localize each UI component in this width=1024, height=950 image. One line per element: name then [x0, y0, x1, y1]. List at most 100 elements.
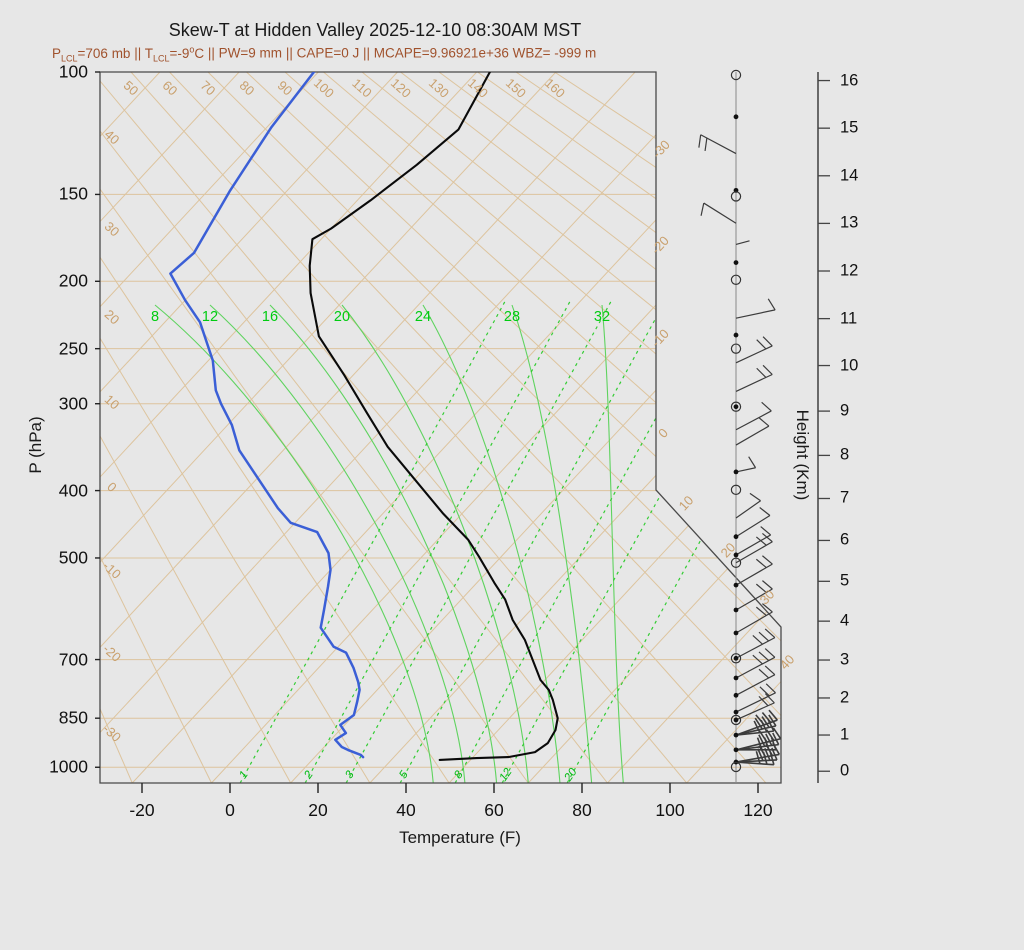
dry-adiabat-line — [515, 72, 781, 783]
wind-barb — [735, 373, 773, 392]
wind-barb-feather — [764, 648, 776, 658]
temperature-axis-title: Temperature (F) — [399, 828, 521, 847]
height-tick-label: 14 — [840, 166, 859, 185]
height-tick-label: 6 — [840, 530, 850, 549]
height-tick-label: 0 — [840, 761, 850, 780]
height-tick-label: 8 — [840, 445, 850, 464]
wind-level-dot — [733, 607, 739, 613]
moist-adiabat-line — [511, 304, 593, 783]
dry-adiabat-line — [323, 72, 781, 783]
wind-barb — [735, 534, 771, 556]
wind-barb-feather — [762, 532, 773, 543]
dry-adiabat-line — [284, 72, 781, 783]
wind-barb-feather — [757, 748, 764, 761]
dry-adiabat-line — [100, 72, 292, 783]
temperature-tick-label: 80 — [572, 800, 592, 820]
dewpoint-curve — [169, 72, 365, 759]
wind-barb — [700, 134, 737, 155]
wind-barb-feather — [756, 339, 767, 350]
wind-barb-feather — [758, 417, 770, 427]
wind-barb-feather — [762, 555, 773, 565]
wind-barb-feather — [754, 717, 763, 730]
mixing-ratio-line — [239, 299, 507, 783]
wind-barb-feather — [758, 695, 769, 707]
wind-barb — [735, 514, 771, 538]
wind-barb — [735, 563, 773, 586]
separator: || — [282, 45, 297, 61]
wind-level-dot — [733, 114, 739, 120]
wind-barb-feather — [755, 751, 761, 764]
wind-barb — [735, 725, 777, 736]
dry-adiabat-line — [169, 72, 781, 783]
dry-adiabat-line — [477, 72, 781, 783]
wind-level-circle — [730, 191, 742, 202]
moist-adiabat-label: 24 — [414, 309, 432, 325]
wind-barb-feather — [700, 202, 705, 216]
wind-barb-feather — [761, 716, 770, 728]
mixing-ratio-line — [345, 299, 613, 783]
height-tick-label: 13 — [840, 213, 859, 232]
height-tick-label: 15 — [840, 118, 859, 137]
wind-barb — [735, 500, 761, 519]
height-tick-label: 9 — [840, 401, 850, 420]
wind-barb-feather — [755, 583, 767, 593]
wind-barb-feather — [762, 603, 773, 613]
wind-barb-feather — [752, 654, 763, 665]
wind-barb-feather — [760, 719, 768, 733]
dry-adiabat-line — [100, 72, 688, 783]
wind-barb-feather — [765, 733, 773, 746]
wind-barb-feather — [752, 635, 763, 645]
wind-barb-feather — [753, 720, 761, 733]
wind-barb-feather — [748, 456, 757, 469]
wind-barb — [735, 656, 776, 679]
wind-barb-feather — [768, 714, 777, 727]
wind-barb — [735, 425, 770, 446]
pressure-tick-label: 700 — [58, 649, 88, 670]
temperature-curve — [308, 72, 559, 761]
wind-barb-feather — [772, 732, 780, 745]
wind-barb-feather — [769, 752, 775, 765]
wind-barb-feather — [762, 336, 773, 347]
pressure-tick-label: 400 — [58, 480, 88, 501]
wind-level-circle — [730, 484, 742, 496]
pressure-tick-label: 1000 — [49, 756, 88, 777]
wind-level-dot — [733, 404, 739, 410]
wind-barb — [735, 410, 772, 431]
dry-adiabat-line — [100, 72, 529, 783]
wind-barb-feather — [767, 298, 776, 311]
wind-barb-feather — [762, 364, 773, 375]
isotherm-line — [100, 72, 478, 783]
isotherm-line — [527, 72, 781, 783]
wind-level-circle — [730, 761, 742, 773]
wind-barb-feather — [772, 727, 782, 740]
pressure-tick-label: 200 — [58, 270, 88, 291]
dry-adiabat-line — [100, 72, 133, 783]
wind-level-dot — [733, 552, 739, 558]
height-tick-label: 1 — [840, 725, 850, 744]
wind-barb-feather — [764, 665, 776, 676]
mixing-ratio-line — [454, 299, 722, 783]
moist-adiabat-label: 12 — [201, 309, 219, 325]
wind-barb-feather — [755, 558, 767, 569]
dry-adiabat-line — [100, 72, 371, 783]
wind-level-dot — [733, 332, 739, 338]
wind-level-dot — [733, 717, 739, 723]
wind-barb-feather — [758, 651, 770, 662]
wind-barb-feather — [764, 693, 775, 704]
wind-level-dot — [733, 582, 739, 588]
wind-level-circle — [730, 653, 742, 664]
dry-adiabat-line — [246, 72, 781, 783]
height-tick-label: 4 — [840, 611, 850, 630]
pressure-axis-title: P (hPa) — [26, 416, 45, 474]
wind-barb-feather — [762, 580, 773, 590]
mixing-ratio-line — [399, 299, 667, 783]
isotherm-line — [607, 72, 781, 783]
wind-level-dot — [733, 534, 739, 540]
moist-adiabat-label: 32 — [593, 309, 611, 325]
wind-barb-feather — [749, 492, 761, 502]
moist-adiabat-line — [269, 304, 498, 783]
wind-barb — [735, 345, 773, 364]
isotherm-line — [100, 72, 715, 783]
wind-barb-feather — [704, 137, 708, 151]
isotherm-line — [369, 72, 781, 783]
